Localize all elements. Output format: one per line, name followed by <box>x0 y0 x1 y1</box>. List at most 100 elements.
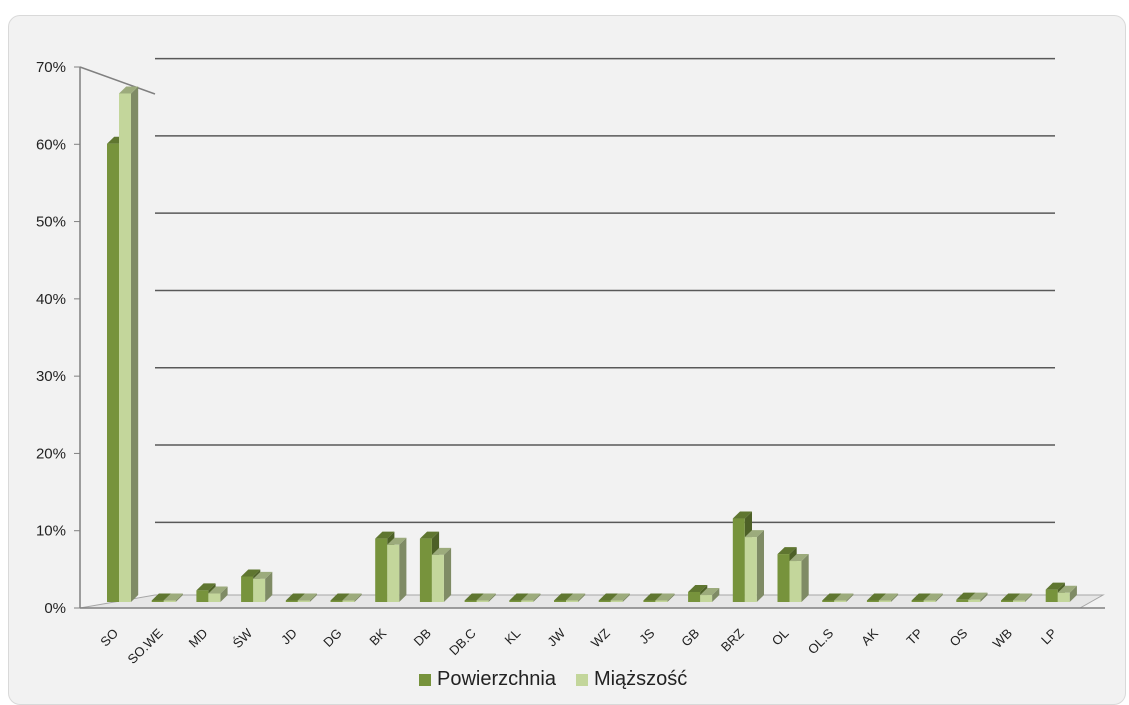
bar <box>464 600 477 602</box>
y-tick-label: 0% <box>44 600 66 617</box>
bar-side <box>399 537 407 602</box>
y-tick-label: 10% <box>36 523 66 540</box>
bar-top <box>163 593 183 601</box>
bar-top <box>1057 585 1077 593</box>
bar-top <box>297 593 317 601</box>
bar-side <box>443 547 452 602</box>
bar <box>163 600 176 602</box>
bar <box>911 600 924 602</box>
bar <box>1013 600 1025 602</box>
bar-side <box>935 593 943 602</box>
bar <box>700 595 713 602</box>
x-tick-label: OL <box>769 626 792 649</box>
bar-top <box>419 531 440 539</box>
bar-top <box>923 593 943 601</box>
x-tick-label: LP <box>1038 626 1060 648</box>
bar-side <box>578 593 586 602</box>
bar-side <box>890 593 899 602</box>
bar <box>878 600 891 602</box>
bar-top <box>431 547 452 555</box>
bar-side <box>265 571 273 602</box>
bar-top <box>566 593 586 601</box>
x-tick-label: ŚW <box>230 625 256 651</box>
x-tick-label: WZ <box>588 625 613 650</box>
bar-side <box>980 592 988 602</box>
bar <box>253 578 266 602</box>
bar-side <box>1069 585 1077 602</box>
bar-top <box>822 593 842 601</box>
bar-top <box>688 584 708 592</box>
legend-item-powierzchnia: Powierzchnia <box>419 668 556 691</box>
bar <box>956 599 969 602</box>
bar <box>777 554 790 602</box>
x-tick-label: DB.C <box>446 626 479 659</box>
bar-top <box>1013 593 1033 601</box>
bar-side <box>846 593 854 602</box>
bar <box>655 600 668 602</box>
bar <box>1057 592 1070 602</box>
bar-top <box>700 588 720 596</box>
bar-side <box>175 593 183 602</box>
x-tick-label: JS <box>636 625 658 647</box>
bar <box>208 593 221 602</box>
bar <box>923 600 936 602</box>
x-tick-label: BRZ <box>718 625 747 654</box>
bar <box>419 538 432 602</box>
bar-top <box>1045 582 1065 590</box>
bar <box>822 600 835 602</box>
bar <box>431 554 444 602</box>
bar <box>151 600 164 602</box>
bar-top <box>330 593 350 601</box>
x-tick-label: WB <box>990 626 1015 651</box>
bar-top <box>554 593 574 601</box>
bar <box>789 561 802 602</box>
x-tick-label: DB <box>411 626 434 649</box>
x-tick-label: DG <box>320 626 344 650</box>
bar <box>285 600 298 602</box>
legend-swatch-powierzchnia <box>419 673 431 686</box>
chart-panel <box>8 15 1126 705</box>
bar-side <box>309 593 317 602</box>
bar-side <box>488 593 496 602</box>
bar-top <box>476 593 496 601</box>
bar-top <box>834 593 854 601</box>
bar <box>476 600 489 602</box>
bar <box>297 600 310 602</box>
legend-label-powierzchnia: Powierzchnia <box>437 668 556 690</box>
legend-label-miazszosc: Miąższość <box>593 668 688 690</box>
bar-top <box>387 537 407 545</box>
y-axis-depth <box>79 66 156 95</box>
bar-top <box>509 593 529 601</box>
x-tick-label: JD <box>278 626 300 648</box>
bar-side <box>220 586 228 602</box>
bar <box>1045 589 1058 602</box>
bar-top <box>911 593 931 601</box>
y-tick-label: 40% <box>36 291 66 308</box>
bar-side <box>131 86 139 602</box>
y-tick-label: 70% <box>36 59 66 76</box>
bar-top <box>151 593 171 601</box>
x-tick-label: TP <box>903 626 925 648</box>
bar-top <box>253 571 273 579</box>
bar <box>107 143 119 602</box>
legend: Powierzchnia Miąższość <box>419 668 687 691</box>
bar-side <box>756 530 764 602</box>
bar-top <box>464 593 484 601</box>
bar-top <box>598 593 618 601</box>
bar-top <box>732 511 752 519</box>
bar <box>330 600 343 602</box>
legend-swatch-miazszosc <box>575 673 588 686</box>
bar-side <box>533 593 541 602</box>
chart-floor <box>79 594 1105 609</box>
bar-top <box>956 592 976 600</box>
bar-top <box>968 592 988 600</box>
y-tick-label: 50% <box>36 214 66 231</box>
bar <box>566 600 578 602</box>
bar-side <box>712 588 720 602</box>
bar <box>554 600 566 602</box>
y-tick-label: 30% <box>36 368 66 385</box>
bar <box>688 591 701 602</box>
bar-top <box>285 593 305 601</box>
bar-side <box>1025 593 1033 602</box>
x-tick-label: OS <box>947 625 971 649</box>
